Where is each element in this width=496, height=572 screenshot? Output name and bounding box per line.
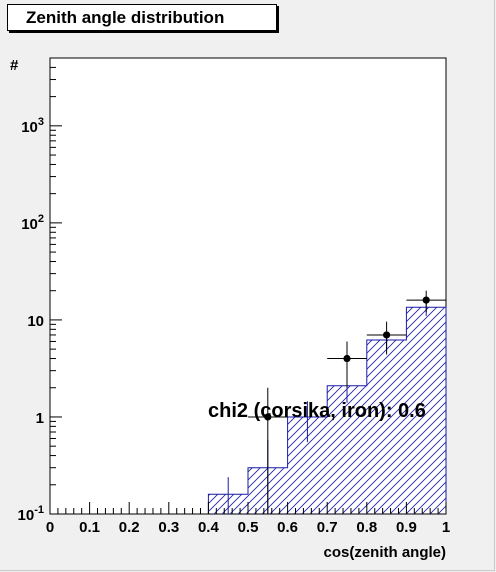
histogram-bin: [366, 340, 407, 514]
y-tick-label: 103: [21, 116, 44, 136]
histogram-bin: [327, 385, 367, 514]
data-point: [422, 296, 430, 304]
x-tick-label: 0.9: [396, 519, 417, 536]
data-point: [343, 354, 351, 363]
x-axis: 0 0.1 0.2 0.3 0.4 0.5 0.6 0.7 0.8 0.9 1: [46, 502, 450, 536]
histogram-bin: [406, 307, 446, 514]
x-tick-label: 0.6: [277, 519, 298, 536]
chi2-annotation: chi2 (corsika, iron): 0.6: [208, 400, 426, 422]
histogram-outline: [207, 306, 447, 514]
x-tick-label: 0.2: [119, 519, 140, 536]
x-axis-title: cos(zenith angle): [323, 544, 446, 561]
y-axis-title: #: [10, 57, 19, 74]
x-tick-label: 0.4: [198, 519, 220, 536]
x-tick-label: 0.7: [317, 519, 338, 536]
y-axis: 10-1 1 10 102 103: [18, 57, 62, 524]
data-point: [264, 413, 272, 421]
data-point: [383, 331, 391, 339]
x-tick-label: 0.8: [356, 519, 377, 536]
title-box: Zenith angle distribution: [7, 4, 277, 31]
y-tick-label: 10-1: [18, 504, 44, 524]
x-tick-label: 0.1: [79, 519, 100, 536]
x-tick-label: 0: [46, 519, 54, 536]
y-tick-label: 10: [27, 313, 44, 330]
y-tick-label: 102: [21, 213, 44, 233]
y-tick-label: 1: [36, 410, 44, 427]
chart-title: Zenith angle distribution: [26, 8, 225, 27]
points-layer: [248, 290, 446, 514]
x-tick-label: 1: [442, 519, 450, 536]
x-tick-label: 0.3: [158, 519, 179, 536]
x-tick-label: 0.5: [238, 519, 259, 536]
